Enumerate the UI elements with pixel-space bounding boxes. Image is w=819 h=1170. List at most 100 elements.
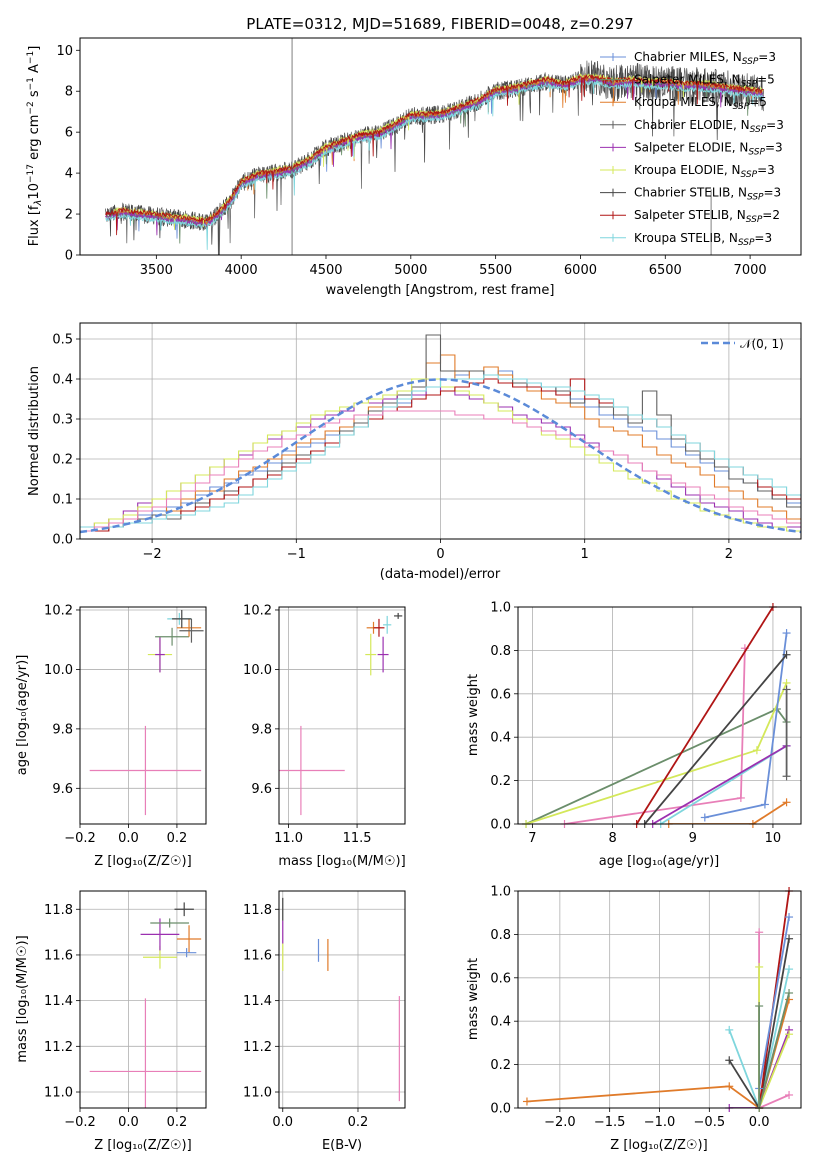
y-tick-label: 11.8 [44, 903, 73, 918]
legend-label-main: Chabrier STELIB, N [634, 186, 747, 200]
ticks: −2.0 −1.5 −1.0 −0.5 0.0 0.0 0.2 0.4 0.6 0.8 1.0 [490, 885, 769, 1131]
legend-label-sub: SSP [750, 125, 767, 135]
histogram-step-line [80, 354, 801, 528]
legend-label-main: Chabrier MILES, N [634, 50, 742, 64]
legend-label-value: =3 [766, 118, 784, 132]
y-tick-label: 11.8 [243, 903, 272, 918]
y-tick-label: 11.0 [243, 1086, 272, 1101]
legend-label-sub: SSP [748, 147, 765, 157]
histogram-legend: 𝒩(0, 1) [701, 337, 784, 351]
legend-label-value: =3 [765, 140, 783, 154]
y-tick-label: 0.0 [490, 1102, 511, 1117]
massweight-line [758, 992, 790, 1108]
spectrum-panel: PLATE=0312, MJD=51689, FIBERID=0048, z=0… [26, 15, 802, 298]
spectrum-title: PLATE=0312, MJD=51689, FIBERID=0048, z=0… [246, 15, 633, 33]
spectrum-ylabel: Flux [fλ10−17 erg cm−2 s−1 A−1] [26, 46, 44, 247]
legend-label: Chabrier STELIB, NSSP=3 [634, 186, 781, 203]
legend-label-sub: SSP [747, 193, 764, 203]
spectrum-ticks: 3500 4000 4500 5000 5500 6000 6500 7000 0 2 4 6 8 10 [56, 44, 766, 278]
massweight-line [525, 707, 788, 824]
x-tick-label: 5000 [394, 263, 427, 278]
histogram-step-line [80, 374, 801, 528]
massweight-line [652, 745, 788, 824]
y-tick-label: 10 [56, 44, 73, 59]
histogram-ylabel: Normed distribution [27, 366, 42, 496]
y-tick-label: 11.4 [243, 994, 272, 1009]
y-tick-label: 0.2 [490, 774, 511, 789]
x-tick-label: −0.2 [64, 1115, 96, 1130]
mass-vs-z-content: −0.2 0.0 0.2 11.0 11.2 11.4 11.6 11.8 [44, 891, 206, 1130]
legend-label-main: Chabrier ELODIE, N [634, 118, 750, 132]
grid-lines [279, 607, 405, 824]
age-vs-z-xlabel: Z [log₁₀(Z/Z☉)] [94, 854, 191, 869]
y-tick-label: 6 [65, 126, 73, 141]
x-tick-label: 9 [689, 831, 697, 846]
x-tick-label: 0.2 [167, 1115, 188, 1130]
y-tick-label: 0.8 [490, 644, 511, 659]
legend-label-sub: SSP [733, 102, 750, 112]
legend-label-value: =2 [762, 208, 780, 222]
histogram-step-line [80, 410, 801, 532]
massweight-vs-age-frame [517, 606, 802, 825]
x-tick-label: 0.0 [272, 1115, 293, 1130]
ylabel-part: ] [27, 46, 42, 51]
y-tick-label: 11.2 [44, 1040, 73, 1055]
ylabel-part: −1 [26, 77, 36, 90]
y-tick-label: 9.8 [251, 722, 272, 737]
legend-label-main: Kroupa ELODIE, N [634, 163, 741, 177]
y-tick-label: 0.2 [490, 1058, 511, 1073]
y-tick-label: 2 [65, 208, 73, 223]
massweight-vs-z-ylabel: mass weight [466, 958, 481, 1040]
mass-vs-z-xlabel: Z [log₁₀(Z/Z☉)] [94, 1138, 191, 1153]
spectrum-series-line [113, 74, 764, 228]
grid-lines [518, 606, 801, 825]
x-tick-label: 0 [436, 547, 444, 562]
massweight-line [728, 938, 790, 1108]
grid-lines [279, 891, 405, 1108]
legend-label-value: =3 [754, 231, 772, 245]
legend-label: Salpeter ELODIE, NSSP=3 [634, 140, 783, 157]
ylabel-part: s [27, 90, 42, 101]
y-tick-label: 11.0 [44, 1086, 73, 1101]
y-tick-label: 0.4 [52, 373, 73, 388]
x-tick-label: 5500 [479, 263, 512, 278]
legend-label-value: =3 [757, 163, 775, 177]
x-tick-label: −0.5 [694, 1115, 726, 1130]
normal-legend-label: 𝒩(0, 1) [740, 337, 784, 351]
y-tick-label: 0.6 [490, 687, 511, 702]
y-tick-label: 11.4 [44, 994, 73, 1009]
y-tick-label: 4 [65, 167, 73, 182]
y-tick-label: 10.0 [243, 663, 272, 678]
ticks: −0.2 0.0 0.2 9.6 9.8 10.0 10.2 [44, 603, 187, 846]
ylabel-part: −17 [26, 164, 36, 183]
y-tick-label: 0 [65, 249, 73, 264]
y-tick-label: 0.2 [52, 453, 73, 468]
x-tick-label: −0.2 [64, 831, 96, 846]
histogram-ticks: −2 −1 0 1 2 0.0 0.1 0.2 0.3 0.4 0.5 [52, 333, 733, 563]
spectrum-series-line [105, 74, 764, 236]
grid-lines [79, 607, 206, 824]
x-tick-label: 0.2 [348, 1115, 369, 1130]
legend-label-value: =3 [758, 50, 776, 64]
mass-vs-ebv-content: 0.0 0.2 11.0 11.2 11.4 11.6 11.8 [243, 891, 405, 1130]
x-tick-label: 0.0 [749, 1115, 770, 1130]
age-vs-z-frame [79, 606, 207, 825]
legend-label-main: Salpeter MILES, N [634, 73, 741, 87]
mass-vs-z-panel: −0.2 0.0 0.2 11.0 11.2 11.4 11.6 11.8 Z [log₁₀(… [15, 890, 207, 1153]
x-tick-label: 6000 [564, 263, 597, 278]
legend-label: Salpeter MILES, NSSP=5 [634, 73, 775, 90]
legend-label-value: =3 [764, 186, 782, 200]
y-tick-label: 8 [65, 85, 73, 100]
y-tick-label: 0.6 [490, 971, 511, 986]
ylabel-part: Flux [f [27, 205, 42, 246]
ticks: 11.0 11.5 9.6 9.8 10.0 10.2 [243, 603, 371, 846]
y-tick-label: 11.6 [243, 948, 272, 963]
y-tick-label: 9.6 [251, 782, 272, 797]
legend-label: Chabrier ELODIE, NSSP=3 [634, 118, 784, 135]
massweight-line [525, 682, 788, 824]
legend-label: Kroupa ELODIE, NSSP=3 [634, 163, 775, 180]
mass-vs-z-ylabel: mass [log₁₀(M/M☉)] [15, 935, 30, 1062]
y-tick-label: 11.6 [44, 948, 73, 963]
y-tick-label: 10.0 [44, 663, 73, 678]
y-tick-label: 0.4 [490, 1015, 511, 1030]
